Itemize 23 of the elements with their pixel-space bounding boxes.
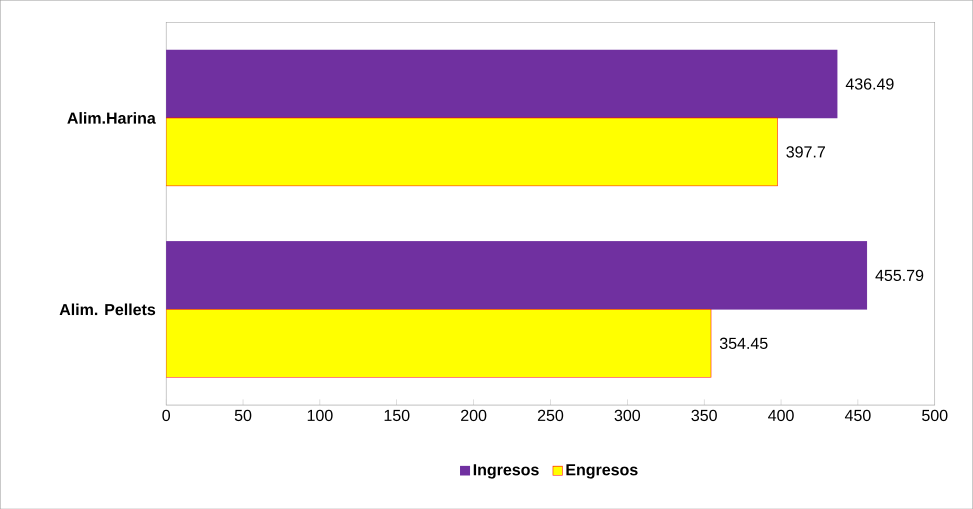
data-label: 455.79: [875, 270, 924, 281]
data-label: 397.7: [786, 146, 825, 158]
y-tick-label: Alim.Harina: [67, 112, 156, 124]
x-tick-label: 450: [844, 410, 871, 421]
data-label: 436.49: [846, 78, 894, 90]
data-label: 354.45: [720, 338, 768, 349]
x-tick-label: 150: [384, 410, 410, 421]
x-tick-label: 100: [308, 410, 333, 421]
x-tick-label: 400: [768, 410, 794, 421]
x-tick-label: 350: [691, 410, 717, 421]
x-tick-label: 250: [538, 410, 564, 421]
x-tick-label: 50: [234, 410, 252, 421]
x-tick-label: 200: [461, 410, 486, 421]
bar: [166, 50, 838, 118]
legend-label: Engresos: [566, 464, 638, 478]
x-tick-label: 300: [614, 410, 640, 421]
bar: [166, 118, 778, 186]
bar: [166, 308, 712, 378]
x-tick-label: 0: [162, 410, 170, 421]
x-tick-label: 500: [922, 410, 948, 421]
bar: [166, 241, 868, 310]
y-tick-label: Alim. Pellets: [60, 303, 156, 316]
legend-label: Ingresos: [474, 464, 539, 478]
